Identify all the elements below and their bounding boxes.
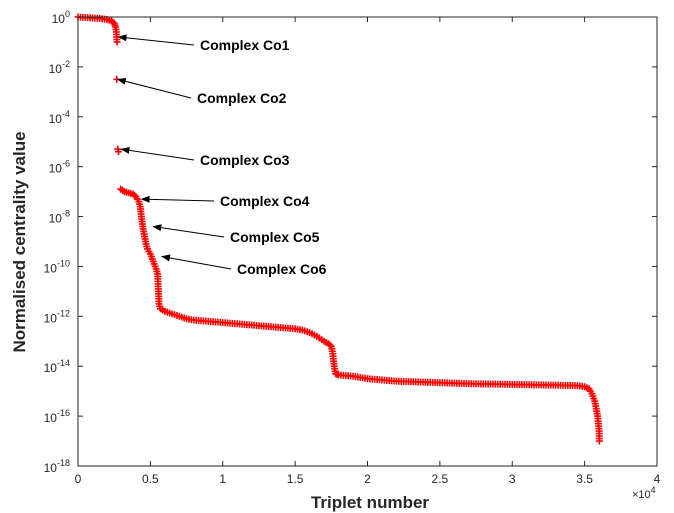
y-tick-exp: -14 (57, 358, 70, 368)
y-tick-base: 10 (44, 311, 58, 325)
y-tick-base: 10 (44, 361, 58, 375)
annotation-arrow (117, 34, 195, 46)
y-tick-label: 10-14 (44, 358, 70, 375)
annotation-arrow (152, 224, 225, 238)
x-tick-label: 0.5 (142, 472, 159, 486)
x-tick-label: 3.5 (576, 472, 593, 486)
y-tick-label: 10-16 (44, 408, 70, 425)
x-axis-ticks: 0 0.5 1 1.5 2 2.5 3 3.5 4 (75, 17, 661, 486)
x-tick-label: 1 (219, 472, 226, 486)
x-multiplier: ×104 (632, 485, 656, 501)
y-tick-exp: -18 (57, 458, 70, 468)
y-tick-label: 10-4 (49, 109, 70, 126)
y-tick-exp: -16 (57, 408, 70, 418)
data-point-marker (595, 437, 603, 445)
annotation-label: Complex Co1 (200, 37, 290, 53)
y-tick-base: 10 (49, 112, 63, 126)
x-tick-label: 3 (509, 472, 516, 486)
y-tick-exp: 0 (65, 9, 70, 19)
annotation-arrow (140, 195, 215, 203)
x-tick-label: 1.5 (287, 472, 304, 486)
data-point-marker (326, 341, 334, 349)
y-tick-exp: -4 (62, 109, 70, 119)
y-tick-exp: -6 (62, 159, 70, 169)
y-tick-exp: -8 (62, 209, 70, 219)
y-tick-label: 10-6 (49, 159, 70, 176)
annotation-arrow (160, 254, 232, 270)
annotation-label: Complex Co5 (230, 229, 320, 245)
annotation-label: Complex Co4 (220, 193, 310, 209)
y-tick-base: 10 (49, 62, 63, 76)
y-tick-label: 10-2 (49, 59, 70, 76)
data-point-marker (130, 191, 138, 199)
y-axis-ticks: 10010-210-410-610-810-1010-1210-1410-161… (44, 9, 657, 475)
y-axis-label: Normalised centrality value (10, 131, 29, 352)
y-tick-base: 10 (52, 12, 66, 26)
y-tick-exp: -12 (57, 308, 70, 318)
y-tick-exp: -10 (57, 258, 70, 268)
annotation-arrow (116, 77, 192, 99)
y-tick-base: 10 (49, 212, 63, 226)
x-tick-label: 2 (364, 472, 371, 486)
x-tick-label: 2.5 (432, 472, 449, 486)
x-tick-label: 0 (75, 472, 82, 486)
y-tick-base: 10 (44, 261, 58, 275)
y-tick-base: 10 (49, 162, 63, 176)
y-tick-label: 10-10 (44, 258, 70, 275)
y-tick-label: 10-18 (44, 458, 70, 475)
axes-frame (77, 16, 658, 467)
data-points (74, 13, 603, 445)
y-tick-base: 10 (44, 461, 58, 475)
x-multiplier-exp: 4 (651, 485, 656, 495)
y-tick-label: 100 (52, 9, 70, 26)
annotations: Complex Co1 Complex Co2 Complex Co3 Complex… (116, 34, 327, 277)
y-tick-base: 10 (44, 411, 58, 425)
annotation-label: Complex Co2 (197, 90, 287, 106)
annotation-label: Complex Co3 (200, 152, 290, 168)
x-multiplier-base: ×10 (632, 489, 651, 501)
y-tick-label: 10-12 (44, 308, 70, 325)
x-axis-label: Triplet number (311, 493, 429, 512)
annotation-arrow (120, 146, 195, 161)
y-tick-exp: -2 (62, 59, 70, 69)
x-tick-label: 4 (654, 472, 661, 486)
annotation-label: Complex Co6 (237, 261, 327, 277)
data-point-marker (113, 38, 121, 46)
y-tick-label: 10-8 (49, 209, 70, 226)
